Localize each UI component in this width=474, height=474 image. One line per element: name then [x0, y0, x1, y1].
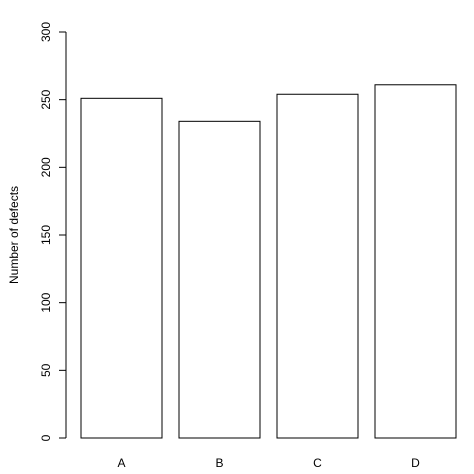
y-tick-label-250: 250: [39, 89, 53, 109]
bar-c: [276, 93, 359, 439]
y-axis-title: Number of defects: [7, 186, 21, 284]
x-tick-label-c: C: [313, 456, 322, 470]
y-axis: 0 50 100 150 200 250 300: [39, 22, 67, 441]
bar-a: [80, 97, 163, 439]
bar-d: [374, 84, 457, 439]
y-tick-label-300: 300: [39, 22, 53, 42]
y-tick-label-50: 50: [39, 363, 53, 377]
x-tick-label-d: D: [411, 456, 420, 470]
y-tick-label-200: 200: [39, 157, 53, 177]
x-axis-labels: A B C D: [117, 456, 420, 470]
y-tick-label-150: 150: [39, 225, 53, 245]
bars-group: [80, 84, 457, 439]
y-tick-label-0: 0: [39, 434, 53, 441]
y-tick-label-100: 100: [39, 292, 53, 312]
bar-b: [178, 120, 261, 439]
x-tick-label-b: B: [215, 456, 223, 470]
x-tick-label-a: A: [117, 456, 125, 470]
